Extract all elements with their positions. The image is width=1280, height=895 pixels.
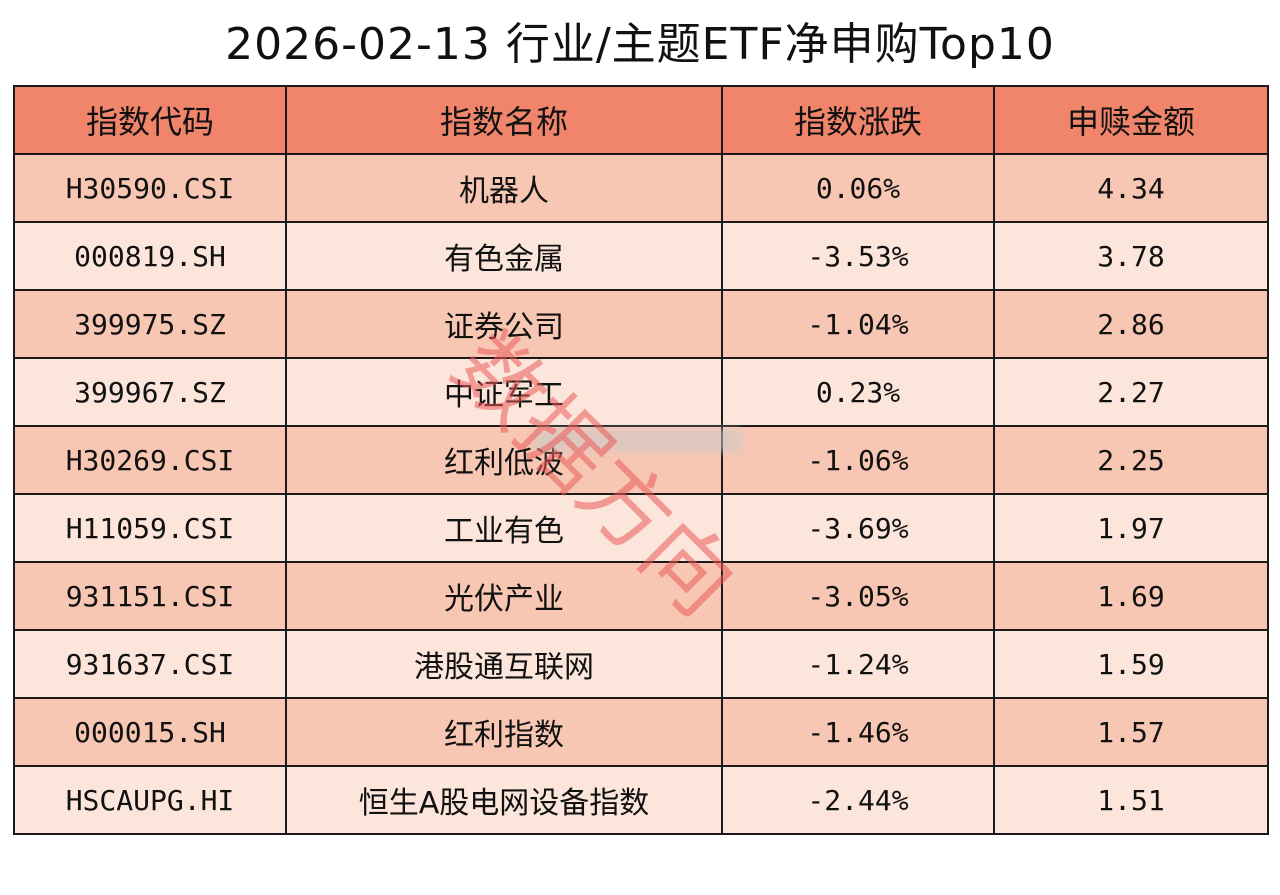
cell-code: 931151.CSI xyxy=(13,561,287,631)
cell-name: 红利低波 xyxy=(285,425,723,495)
cell-name: 机器人 xyxy=(285,153,723,223)
cell-name: 港股通互联网 xyxy=(285,629,723,699)
cell-change: -1.04% xyxy=(721,289,995,359)
etf-table: 指数代码 指数名称 指数涨跌 申赎金额 H30590.CSI 机器人 0.06%… xyxy=(13,85,1269,835)
cell-amount: 1.69 xyxy=(993,561,1269,631)
cell-name: 光伏产业 xyxy=(285,561,723,631)
table-header-row: 指数代码 指数名称 指数涨跌 申赎金额 xyxy=(13,85,1269,155)
cell-amount: 1.97 xyxy=(993,493,1269,563)
cell-amount: 2.86 xyxy=(993,289,1269,359)
cell-code: HSCAUPG.HI xyxy=(13,765,287,835)
header-index-name: 指数名称 xyxy=(285,85,723,155)
table-row: 399967.SZ 中证军工 0.23% 2.27 xyxy=(13,357,1269,427)
cell-name: 中证军工 xyxy=(285,357,723,427)
table-row: 000819.SH 有色金属 -3.53% 3.78 xyxy=(13,221,1269,291)
cell-amount: 3.78 xyxy=(993,221,1269,291)
cell-change: -3.05% xyxy=(721,561,995,631)
header-index-change: 指数涨跌 xyxy=(721,85,995,155)
cell-change: -1.24% xyxy=(721,629,995,699)
page-title: 2026-02-13 行业/主题ETF净申购Top10 xyxy=(225,19,1055,70)
cell-amount: 2.27 xyxy=(993,357,1269,427)
cell-change: -2.44% xyxy=(721,765,995,835)
header-subscription-amount: 申赎金额 xyxy=(993,85,1269,155)
cell-code: 399967.SZ xyxy=(13,357,287,427)
cell-change: 0.06% xyxy=(721,153,995,223)
cell-code: H11059.CSI xyxy=(13,493,287,563)
cell-code: 000015.SH xyxy=(13,697,287,767)
table-row: H30590.CSI 机器人 0.06% 4.34 xyxy=(13,153,1269,223)
cell-amount: 1.51 xyxy=(993,765,1269,835)
header-index-code: 指数代码 xyxy=(13,85,287,155)
cell-amount: 1.57 xyxy=(993,697,1269,767)
cell-name: 证券公司 xyxy=(285,289,723,359)
cell-code: H30269.CSI xyxy=(13,425,287,495)
cell-amount: 1.59 xyxy=(993,629,1269,699)
cell-amount: 2.25 xyxy=(993,425,1269,495)
cell-amount: 4.34 xyxy=(993,153,1269,223)
table-row: 399975.SZ 证券公司 -1.04% 2.86 xyxy=(13,289,1269,359)
table-row: 931151.CSI 光伏产业 -3.05% 1.69 xyxy=(13,561,1269,631)
cell-code: 399975.SZ xyxy=(13,289,287,359)
cell-change: -3.69% xyxy=(721,493,995,563)
cell-change: -1.06% xyxy=(721,425,995,495)
cell-change: -1.46% xyxy=(721,697,995,767)
cell-code: 931637.CSI xyxy=(13,629,287,699)
table-row: 931637.CSI 港股通互联网 -1.24% 1.59 xyxy=(13,629,1269,699)
cell-name: 恒生A股电网设备指数 xyxy=(285,765,723,835)
cell-code: 000819.SH xyxy=(13,221,287,291)
cell-change: 0.23% xyxy=(721,357,995,427)
table-row: 000015.SH 红利指数 -1.46% 1.57 xyxy=(13,697,1269,767)
table-row: H30269.CSI 红利低波 -1.06% 2.25 xyxy=(13,425,1269,495)
table-row: HSCAUPG.HI 恒生A股电网设备指数 -2.44% 1.51 xyxy=(13,765,1269,835)
cell-name: 有色金属 xyxy=(285,221,723,291)
cell-name: 工业有色 xyxy=(285,493,723,563)
cell-code: H30590.CSI xyxy=(13,153,287,223)
cell-name: 红利指数 xyxy=(285,697,723,767)
table-row: H11059.CSI 工业有色 -3.69% 1.97 xyxy=(13,493,1269,563)
cell-change: -3.53% xyxy=(721,221,995,291)
